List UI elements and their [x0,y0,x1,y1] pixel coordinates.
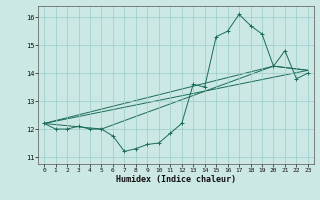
X-axis label: Humidex (Indice chaleur): Humidex (Indice chaleur) [116,175,236,184]
